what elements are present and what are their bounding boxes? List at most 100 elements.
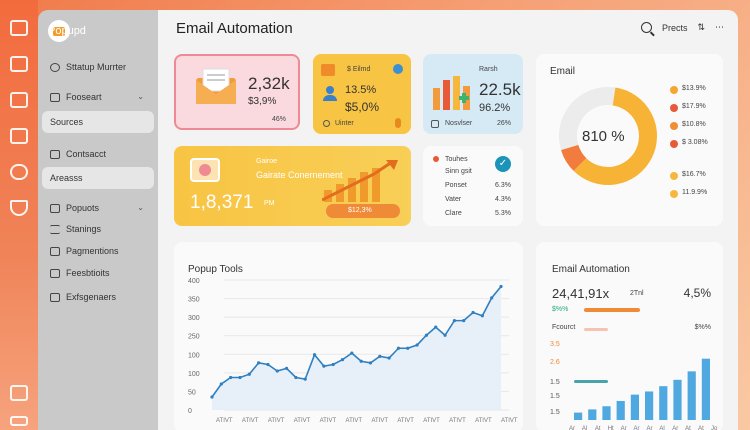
sidebar: Popupd Sttatup Murrter Fooseart ⌄ Source… <box>38 10 158 430</box>
legend-dot <box>670 140 678 148</box>
legend-dot <box>670 190 678 198</box>
sidebar-item-settings[interactable]: Stanings <box>42 218 154 240</box>
popup-tools-chart-card[interactable]: Popup Tools 400 350 300 250 100 100 50 0 ATIVT AT… <box>174 242 523 430</box>
star-icon[interactable] <box>10 164 28 180</box>
sidebar-item-popups[interactable]: Popuots ⌄ <box>42 197 154 219</box>
header-tools: Prects ⇅ ⋯ <box>640 22 724 33</box>
email-stats-card[interactable]: 2,32k $3,9% 46% <box>174 54 300 130</box>
bar <box>659 386 668 420</box>
app-logo[interactable]: Popupd <box>48 18 152 44</box>
sidebar-item-startup[interactable]: Sttatup Murrter <box>42 56 154 78</box>
line-point <box>480 314 484 318</box>
list-row-label: Ponset <box>445 182 467 189</box>
legend-label: $17.9% <box>682 103 706 110</box>
y-tick-label: 100 <box>188 371 200 378</box>
check-icon[interactable]: ✓ <box>495 156 511 172</box>
chevron-down-icon: ⌄ <box>137 203 144 212</box>
orange-stats-card[interactable]: $ Eilmd 13.5% $5,0% Uinter <box>313 54 411 134</box>
y-tick-label: 1.5 <box>550 393 560 400</box>
orange-value2: $5,0% <box>345 100 380 114</box>
x-tick-label: Ar <box>672 426 678 430</box>
line-point <box>462 319 466 323</box>
growth-bars-icon <box>322 160 398 202</box>
email-automation-card[interactable]: Email Automation 24,41,91x 2Tnl 4,5% $%%… <box>536 242 723 430</box>
home-bottom-icon[interactable] <box>10 416 28 426</box>
y-tick-label: 0 <box>188 408 192 415</box>
y-tick-label: 250 <box>188 334 200 341</box>
line-chart: 400 350 300 250 100 100 50 0 ATIVT ATIVT ATIVT ATIV… <box>188 278 518 424</box>
line-point <box>322 364 326 368</box>
line-point <box>434 325 438 329</box>
line-point <box>350 351 354 355</box>
clipboard-icon[interactable] <box>10 92 28 108</box>
sidebar-item-payments[interactable]: Pagmentions <box>42 240 154 262</box>
x-tick-label: ATIVT <box>371 418 388 424</box>
blue-stats-card[interactable]: Rarsh 22.5k 96.2% Nosvlser 26% <box>423 54 523 134</box>
clock-icon <box>323 120 330 127</box>
line-point <box>368 361 373 365</box>
sidebar-item-foreart[interactable]: Fooseart ⌄ <box>42 86 154 108</box>
sidebar-item-areas[interactable]: Areasss <box>42 167 154 189</box>
legend-label: $ 3.08% <box>682 139 708 146</box>
email-count: 2,32k <box>248 74 290 93</box>
conversion-card[interactable]: Gairoe Gairate Conernement 1,8,371 PM $1… <box>174 146 411 226</box>
metrics-list-card[interactable]: Touhes ✓ Sinn gsit Ponset 6.3% Vater 4.3… <box>423 146 523 226</box>
line-point <box>294 375 298 380</box>
line-point <box>210 395 214 399</box>
payments-icon <box>50 246 60 256</box>
conversion-badge-text: $12,3% <box>348 207 372 214</box>
grid-icon <box>431 120 439 128</box>
line-point <box>471 310 475 315</box>
app-name: Popupd <box>48 25 86 37</box>
email-donut-card[interactable]: Email 810 % $13.9% $17.9% $10.8% $ 3.08% $16… <box>536 54 723 226</box>
building-icon[interactable] <box>10 385 28 401</box>
user-icon <box>323 86 337 102</box>
sidebar-item-feedback[interactable]: Feesbtioits <box>42 262 154 284</box>
line-point <box>452 319 456 323</box>
sidebar-item-label: Areasss <box>50 173 83 183</box>
sidebar-item-contacts[interactable]: Contsacct <box>42 143 154 165</box>
line-point <box>312 353 317 357</box>
mail-icon[interactable] <box>10 128 28 144</box>
sidebar-item-exchangers[interactable]: Exfsgenaers <box>42 286 154 308</box>
x-tick-label: Al <box>659 426 664 430</box>
bar <box>616 400 625 420</box>
email-foot: 46% <box>272 116 287 123</box>
x-tick-label: At <box>595 426 601 430</box>
y-tick-label: 400 <box>188 278 200 285</box>
projects-link[interactable]: Prects <box>661 22 688 33</box>
inbox-icon[interactable] <box>10 20 28 36</box>
blue-foot2: 26% <box>497 120 512 127</box>
conversion-unit: PM <box>264 200 275 207</box>
line-point <box>424 333 429 337</box>
sidebar-item-label: Stanings <box>66 224 102 234</box>
x-tick-label: ATIVT <box>216 418 233 424</box>
document-icon[interactable] <box>10 56 28 72</box>
more-icon[interactable]: ⋯ <box>715 22 724 32</box>
sidebar-item-label: Feesbtioits <box>66 268 110 278</box>
y-tick-label: 100 <box>188 352 200 359</box>
list-row-value: 4.3% <box>495 196 511 203</box>
envelope-icon <box>196 68 236 104</box>
home-icon[interactable] <box>10 200 28 216</box>
y-tick-label: 1.5 <box>550 409 560 416</box>
orange-value1: 13.5% <box>345 84 377 96</box>
legend-dot <box>670 122 678 130</box>
filter-icon[interactable]: ⇅ <box>697 22 705 32</box>
search-icon[interactable] <box>640 22 652 33</box>
sidebar-item-sources[interactable]: Sources <box>42 111 154 133</box>
x-tick-label: ATIVT <box>475 418 492 424</box>
sidebar-item-label: Fooseart <box>66 92 102 102</box>
line-point <box>284 366 289 370</box>
list-row-value: 5.3% <box>495 210 511 217</box>
x-tick-label: Ar <box>569 426 575 430</box>
line-point <box>387 356 391 360</box>
line-point <box>340 358 345 362</box>
line-area <box>212 286 501 410</box>
popup-icon <box>50 203 60 213</box>
x-tick-label: ATIVT <box>268 418 285 424</box>
gear-icon <box>393 64 403 74</box>
bar <box>687 371 696 420</box>
blue-foot1: Nosvlser <box>445 120 473 127</box>
x-tick-label: ATIVT <box>449 418 466 424</box>
